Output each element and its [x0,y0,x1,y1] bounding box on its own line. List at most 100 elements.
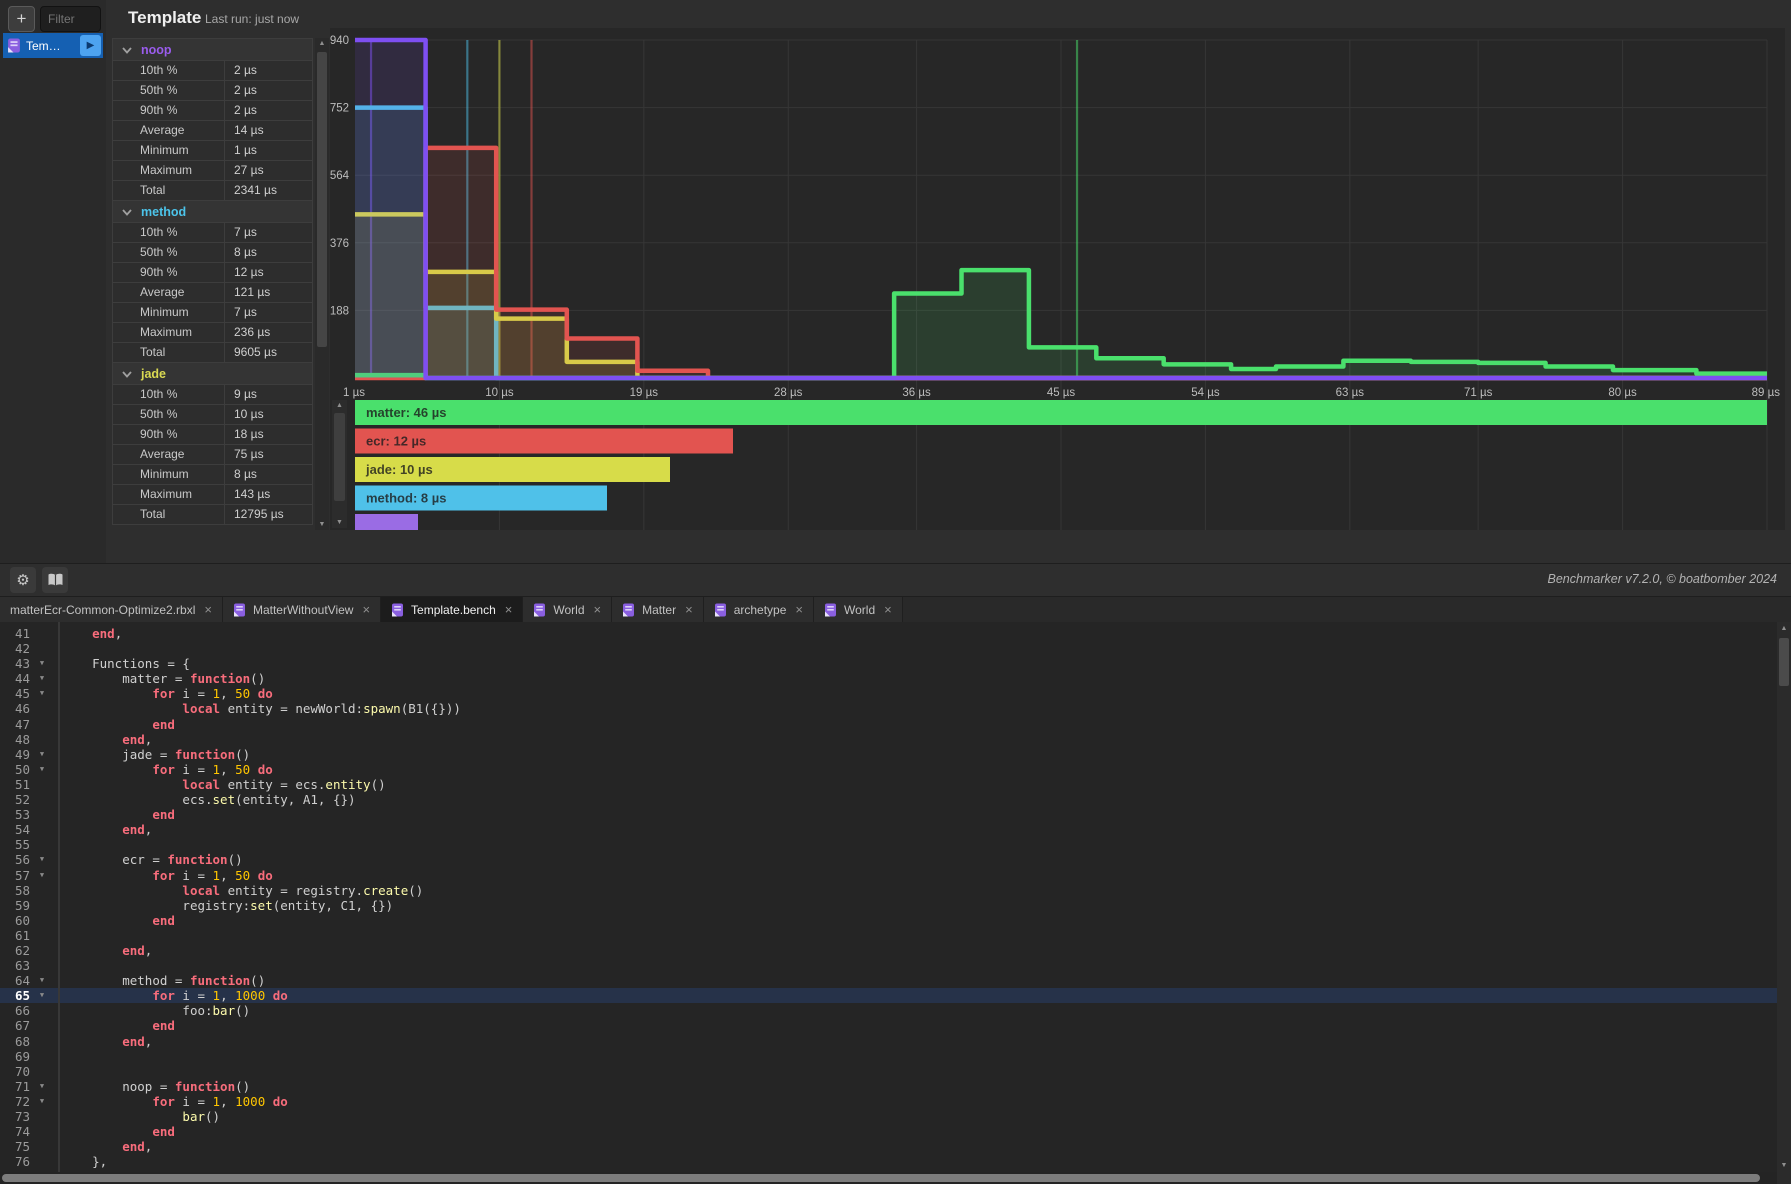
legend-bar-noop[interactable] [355,514,418,530]
scroll-down-icon[interactable]: ▼ [336,519,343,526]
settings-button[interactable]: ⚙ [10,567,36,593]
editor-tab[interactable]: Matter × [612,597,704,622]
stats-scrollbar-thumb[interactable] [317,52,327,347]
scroll-up-icon[interactable]: ▲ [1780,625,1788,632]
code-line[interactable]: 74 end [0,1124,1777,1139]
code-line[interactable]: 53 end [0,807,1777,822]
code-line[interactable]: 43 ▼ Functions = { [0,656,1777,671]
fold-arrow-icon[interactable]: ▼ [39,764,45,773]
stats-section-header-jade[interactable]: jade [112,363,313,385]
scroll-down-icon[interactable]: ▼ [1780,1162,1788,1169]
code-line[interactable]: 67 end [0,1018,1777,1033]
series-fill-matter [355,270,1767,378]
docs-button[interactable] [42,567,68,593]
code-line[interactable]: 41 end, [0,626,1777,641]
close-icon[interactable]: × [593,602,602,617]
stats-section-header-noop[interactable]: noop [112,39,313,61]
stat-row: Maximum 27 µs [112,161,313,181]
editor-tab[interactable]: World × [814,597,903,622]
code-line[interactable]: 64 ▼ method = function() [0,973,1777,988]
fold-arrow-icon[interactable]: ▼ [39,991,45,1000]
code-line[interactable]: 70 [0,1064,1777,1079]
legend-bar-jade[interactable] [355,457,670,482]
fold-arrow-icon[interactable]: ▼ [39,689,45,698]
stats-scrollbar[interactable]: ▲ ▼ [315,38,329,530]
run-benchmark-button[interactable]: ▶ [80,35,101,56]
code-line[interactable]: 44 ▼ matter = function() [0,671,1777,686]
code-line[interactable]: 73 bar() [0,1109,1777,1124]
add-benchmark-button[interactable]: + [8,6,35,32]
close-icon[interactable]: × [795,602,803,617]
code-line[interactable]: 62 end, [0,943,1777,958]
tab-label: Matter [642,602,677,617]
code-line[interactable]: 56 ▼ ecr = function() [0,852,1777,867]
fold-arrow-icon[interactable]: ▼ [39,976,45,985]
code-line[interactable]: 76 }, [0,1154,1777,1169]
code-line[interactable]: 61 [0,928,1777,943]
code-line[interactable]: 47 end [0,717,1777,732]
code-line[interactable]: 68 end, [0,1034,1777,1049]
fold-arrow-icon[interactable]: ▼ [39,674,45,683]
code-line[interactable]: 57 ▼ for i = 1, 50 do [0,868,1777,883]
close-icon[interactable]: × [504,602,513,617]
fold-arrow-icon[interactable]: ▼ [39,855,45,864]
code-line[interactable]: 49 ▼ jade = function() [0,747,1777,762]
code-text: end [152,1018,175,1034]
fold-arrow-icon[interactable]: ▼ [39,749,45,758]
code-line[interactable]: 69 [0,1049,1777,1064]
editor-horizontal-scrollbar[interactable] [0,1172,1777,1184]
editor-tab[interactable]: archetype × [703,597,814,622]
module-script-icon [533,603,546,617]
code-line[interactable]: 48 end, [0,732,1777,747]
legend-bar-ecr[interactable] [355,428,733,454]
code-text: end, [122,1139,153,1155]
filter-input[interactable] [40,6,101,32]
editor-tab[interactable]: Template.bench × [381,597,524,622]
editor-tab[interactable]: matterEcr-Common-Optimize2.rbxl × [0,597,223,622]
code-line[interactable]: 55 [0,837,1777,852]
code-line[interactable]: 58 local entity = registry.create() [0,883,1777,898]
code-text: ecr = function() [122,852,243,868]
editor-hscrollbar-thumb[interactable] [2,1174,1760,1182]
fold-arrow-icon[interactable]: ▼ [39,1081,45,1090]
code-line[interactable]: 60 end [0,913,1777,928]
editor-scrollbar-thumb[interactable] [1779,638,1789,686]
legend-bar-method[interactable] [355,485,607,511]
legend-bar-matter[interactable] [355,400,1767,425]
code-line[interactable]: 50 ▼ for i = 1, 50 do [0,762,1777,777]
code-line[interactable]: 59 registry:set(entity, C1, {}) [0,898,1777,913]
code-line[interactable]: 71 ▼ noop = function() [0,1079,1777,1094]
fold-arrow-icon[interactable]: ▼ [39,1096,45,1105]
code-line[interactable]: 52 ecs.set(entity, A1, {}) [0,792,1777,807]
code-line[interactable]: 45 ▼ for i = 1, 50 do [0,686,1777,701]
code-line[interactable]: 66 foo:bar() [0,1003,1777,1018]
line-number: 43 [14,656,30,672]
scroll-down-icon[interactable]: ▼ [318,521,326,528]
legend-scrollbar[interactable]: ▲ ▼ [332,400,347,528]
code-line[interactable]: 72 ▼ for i = 1, 1000 do [0,1094,1777,1109]
close-icon[interactable]: × [685,602,693,617]
editor-tab[interactable]: MatterWithoutView × [222,597,382,622]
stats-section-header-method[interactable]: method [112,201,313,223]
code-line[interactable]: 54 end, [0,822,1777,837]
editor-vertical-scrollbar[interactable]: ▲ ▼ [1777,622,1791,1172]
stat-value: 236 µs [234,325,271,339]
code-line[interactable]: 51 local entity = ecs.entity() [0,777,1777,792]
benchmark-list-item-template[interactable]: Tem… ▶ [3,33,103,58]
scroll-up-icon[interactable]: ▲ [318,40,326,47]
code-line[interactable]: 63 [0,958,1777,973]
code-line[interactable]: 46 local entity = newWorld:spawn(B1({})) [0,701,1777,716]
fold-arrow-icon[interactable]: ▼ [39,870,45,879]
close-icon[interactable]: × [362,602,371,617]
scroll-up-icon[interactable]: ▲ [336,402,343,409]
close-icon[interactable]: × [884,602,892,617]
editor-tab[interactable]: World × [523,597,613,622]
fold-arrow-icon[interactable]: ▼ [39,659,45,668]
close-icon[interactable]: × [204,602,212,617]
code-editor[interactable]: 41 end, 42 43 ▼ Functions = {44 ▼ matter = f… [0,622,1777,1172]
code-text: Functions = { [92,656,190,672]
code-line[interactable]: 42 [0,641,1777,656]
code-line[interactable]: 65 ▼ for i = 1, 1000 do [0,988,1777,1004]
legend-scrollbar-thumb[interactable] [334,413,345,501]
code-line[interactable]: 75 end, [0,1139,1777,1154]
